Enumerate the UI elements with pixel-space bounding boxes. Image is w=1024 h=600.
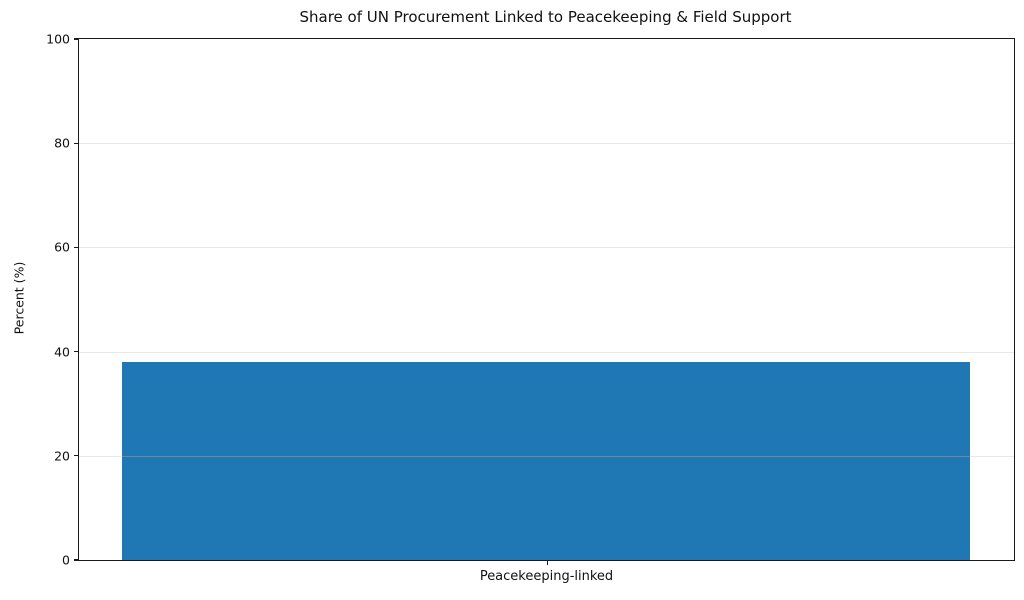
x-tick-mark [546, 561, 548, 565]
y-tick-label: 0 [62, 552, 70, 568]
gridline [79, 455, 1014, 457]
y-tick-label: 40 [54, 344, 70, 360]
y-tick-label: 100 [46, 31, 70, 47]
y-tick-mark [74, 351, 78, 353]
y-tick-mark [74, 142, 78, 144]
x-tick-label: Peacekeeping-linked [479, 569, 614, 584]
gridline [79, 351, 1014, 353]
y-tick-label: 20 [54, 448, 70, 464]
gridline [79, 143, 1014, 145]
chart-title: Share of UN Procurement Linked to Peacek… [299, 8, 792, 26]
plot-area: Peacekeeping-linked 0 20 40 60 80 100 [46, 32, 1015, 584]
gridline [79, 247, 1014, 249]
y-tick-mark [74, 246, 78, 248]
y-tick-label: 60 [54, 239, 70, 255]
y-tick-mark [74, 38, 78, 40]
bar-peacekeeping-linked [122, 362, 970, 560]
y-tick-label: 80 [54, 135, 70, 151]
y-axis-label: Percent (%) [11, 261, 27, 335]
y-tick-mark [74, 559, 78, 561]
y-tick-mark [74, 455, 78, 457]
